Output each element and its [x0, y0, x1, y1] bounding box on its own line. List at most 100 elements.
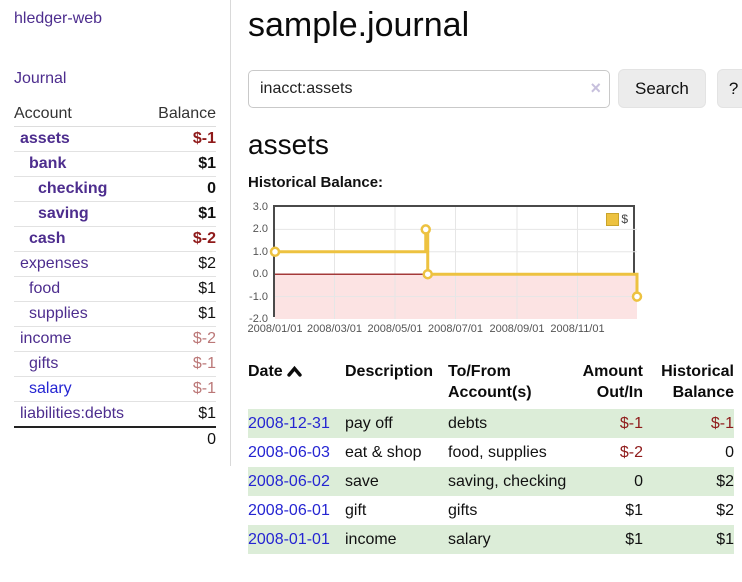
account-link[interactable]: liabilities:debts — [20, 405, 125, 422]
y-axis-tick: 1.0 — [252, 245, 268, 258]
help-button[interactable]: ? — [716, 69, 742, 108]
account-link[interactable]: gifts — [29, 355, 59, 372]
account-link[interactable]: expenses — [20, 255, 89, 272]
transaction-amount: $1 — [575, 525, 643, 554]
account-row: checking 0 — [14, 177, 216, 202]
chart-section-label: Historical Balance: — [248, 174, 384, 191]
transaction-amount: $1 — [625, 502, 643, 519]
accounts-header-balance: Balance — [146, 102, 216, 127]
main-content: sample.journal × Search ? assets Histori… — [231, 0, 742, 554]
account-row: expenses $2 — [14, 252, 216, 277]
x-axis-tick: 2008/01/01 — [247, 323, 303, 335]
register-row: 2008-06-03 eat & shop food, supplies $-2… — [248, 438, 734, 467]
search-input[interactable] — [248, 69, 610, 108]
register-header-date[interactable]: Date — [248, 359, 345, 409]
transaction-balance: $2 — [643, 467, 734, 496]
y-axis-tick: -1.0 — [249, 290, 268, 303]
clear-search-icon[interactable]: × — [590, 77, 601, 98]
register-header-accounts: To/From Account(s) — [448, 363, 532, 401]
page-title: sample.journal — [248, 6, 470, 44]
transaction-date-link[interactable]: 2008-06-02 — [248, 473, 330, 490]
balance-chart: $ 3.0 2.0 1.0 0.0 -1.0 -2.0 2008/01/01 2008/03/… — [247, 201, 741, 335]
x-axis-tick: 2008/09/01 — [489, 323, 545, 335]
account-balance: $1 — [198, 155, 216, 172]
account-balance: $2 — [198, 255, 216, 272]
register-row: 2008-06-02 save saving, checking 0 $2 — [248, 467, 734, 496]
register-body: 2008-12-31 pay off debts $-1 $-1 2008-06… — [248, 409, 734, 554]
account-row: salary $-1 — [14, 377, 216, 402]
account-heading: assets — [248, 129, 329, 160]
transaction-amount: 0 — [575, 467, 643, 496]
account-row: supplies $1 — [14, 302, 216, 327]
transaction-date-link[interactable]: 2008-01-01 — [248, 531, 330, 548]
x-axis-tick: 2008/07/01 — [427, 323, 484, 335]
search-button[interactable]: Search — [618, 69, 706, 108]
app-title-link[interactable]: hledger-web — [14, 10, 103, 27]
y-axis-tick: 2.0 — [252, 223, 268, 236]
account-balance: $1 — [198, 305, 216, 322]
account-row: food $1 — [14, 277, 216, 302]
accounts-header-account: Account — [14, 102, 147, 127]
account-link[interactable]: income — [20, 330, 72, 347]
transaction-balance: 0 — [725, 444, 734, 461]
account-link[interactable]: bank — [29, 155, 67, 172]
register-row: 2008-01-01 income salary $1 $1 — [248, 525, 734, 554]
transaction-date-link[interactable]: 2008-06-01 — [248, 502, 330, 519]
accounts-total-value: 0 — [207, 431, 216, 448]
account-link[interactable]: supplies — [29, 305, 88, 322]
register-header-balance: Historical Balance — [661, 363, 734, 401]
transaction-amount: $-2 — [619, 444, 643, 461]
legend-swatch — [606, 212, 620, 226]
accounts-table: Account Balance assets $-1 bank $1 check… — [14, 102, 216, 452]
register-row: 2008-06-01 gift gifts $1 $2 — [248, 496, 734, 525]
accounts-total-row: 0 — [14, 427, 216, 452]
account-link[interactable]: assets — [20, 130, 70, 147]
chart-canvas — [269, 207, 643, 319]
y-axis-tick: 3.0 — [252, 201, 268, 213]
account-row: bank $1 — [14, 152, 216, 177]
account-link[interactable]: salary — [29, 380, 72, 397]
transaction-amount: $-1 — [575, 409, 643, 438]
account-link[interactable]: checking — [38, 180, 108, 197]
accounts-body: assets $-1 bank $1 checking 0 saving $1 … — [14, 127, 216, 427]
account-balance: $-2 — [192, 330, 216, 347]
account-balance: $-2 — [192, 230, 216, 247]
chart-point — [420, 224, 432, 235]
search-bar: × Search ? — [248, 69, 742, 108]
transaction-accounts: gifts — [448, 502, 478, 519]
chart-point — [422, 268, 433, 280]
transaction-description: gift — [345, 502, 367, 519]
app-layout: hledger-web Journal Account Balance asse… — [0, 0, 742, 554]
account-balance: $-1 — [192, 130, 216, 147]
account-balance: $-1 — [192, 355, 216, 372]
account-link[interactable]: food — [29, 280, 61, 297]
transaction-balance: $2 — [716, 502, 734, 519]
sidebar: hledger-web Journal Account Balance asse… — [0, 0, 231, 466]
transaction-date-link[interactable]: 2008-12-31 — [248, 415, 330, 432]
account-link[interactable]: saving — [38, 205, 89, 222]
account-row: gifts $-1 — [14, 352, 216, 377]
x-axis-tick: 2008/05/01 — [367, 323, 423, 335]
x-axis-tick: 2008/11/01 — [550, 323, 605, 335]
transaction-accounts: salary — [448, 525, 575, 554]
account-row: income $-2 — [14, 327, 216, 352]
sidebar-item-journal[interactable]: Journal — [14, 70, 67, 87]
register-header-date-label: Date — [248, 363, 283, 380]
x-axis-tick: 2008/03/01 — [306, 323, 363, 335]
transaction-description: income — [345, 525, 448, 554]
register-table: Date Description To/From Account(s) Amou… — [248, 359, 734, 554]
account-link[interactable]: cash — [29, 230, 66, 247]
transaction-date-link[interactable]: 2008-06-03 — [248, 444, 330, 461]
transaction-description: pay off — [345, 409, 448, 438]
accounts-total-spacer — [14, 427, 146, 452]
account-row: assets $-1 — [14, 127, 216, 152]
transaction-description: save — [345, 467, 448, 496]
account-balance: $1 — [198, 205, 216, 222]
account-row: liabilities:debts $1 — [14, 402, 216, 427]
account-balance: $-1 — [192, 380, 216, 397]
chart-legend: $ — [604, 211, 630, 227]
y-axis-tick: 0.0 — [252, 268, 268, 281]
account-row: saving $1 — [14, 202, 216, 227]
legend-label: $ — [621, 212, 628, 226]
transaction-description: eat & shop — [345, 444, 422, 461]
